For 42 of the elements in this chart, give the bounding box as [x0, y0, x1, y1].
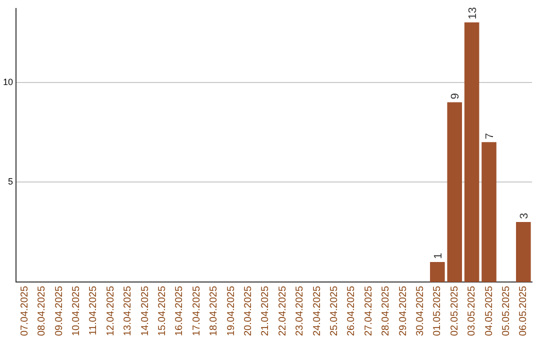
x-tick-label: 11.04.2025 — [88, 286, 100, 336]
x-tick-label: 24.04.2025 — [312, 286, 323, 336]
x-tick-label: 26.04.2025 — [346, 286, 358, 336]
x-tick-label: 22.04.2025 — [277, 286, 288, 336]
bar — [430, 262, 445, 282]
x-tick-label: 14.04.2025 — [140, 286, 151, 336]
x-tick-label: 08.04.2025 — [36, 286, 48, 336]
data-label: 13 — [466, 7, 479, 20]
x-tick-label: 29.04.2025 — [398, 286, 409, 336]
x-tick-label: 27.04.2025 — [363, 286, 374, 336]
x-tick-label: 30.04.2025 — [414, 286, 426, 336]
x-tick-label: 21.04.2025 — [260, 286, 272, 336]
bar — [464, 22, 480, 282]
y-tick-label: 10 — [2, 76, 14, 87]
x-tick-label: 02.05.2025 — [449, 286, 460, 336]
x-tick-label: 10.04.2025 — [70, 286, 82, 336]
x-tick-label: 25.04.2025 — [328, 286, 340, 336]
data-label: 7 — [484, 133, 496, 140]
x-tick-label: 20.04.2025 — [242, 286, 254, 336]
y-tick-label: 5 — [8, 176, 14, 187]
bar — [516, 222, 531, 282]
x-tick-label: 12.04.2025 — [105, 286, 116, 336]
bar — [447, 102, 462, 282]
x-tick-label: 04.05.2025 — [484, 286, 495, 336]
data-label: 3 — [518, 212, 530, 220]
x-tick-label: 18.04.2025 — [208, 286, 220, 336]
x-tick-label: 15.04.2025 — [156, 286, 168, 336]
bar — [482, 142, 496, 282]
x-tick-label: 03.05.2025 — [466, 286, 478, 336]
x-tick-label: 19.04.2025 — [226, 286, 237, 336]
x-tick-label: 09.04.2025 — [54, 286, 65, 336]
x-tick-label: 17.04.2025 — [191, 286, 202, 336]
data-label: 9 — [450, 93, 462, 100]
x-tick-label: 07.04.2025 — [19, 286, 30, 336]
x-tick-label: 23.04.2025 — [294, 286, 306, 336]
x-tick-label: 16.04.2025 — [174, 286, 186, 336]
x-tick-label: 01.05.2025 — [432, 286, 444, 336]
data-label: 1 — [432, 252, 444, 259]
x-tick-label: 06.05.2025 — [518, 286, 530, 336]
x-tick-label: 13.04.2025 — [122, 286, 134, 336]
x-tick-label: 28.04.2025 — [380, 286, 392, 336]
x-tick-label: 05.05.2025 — [500, 286, 512, 336]
